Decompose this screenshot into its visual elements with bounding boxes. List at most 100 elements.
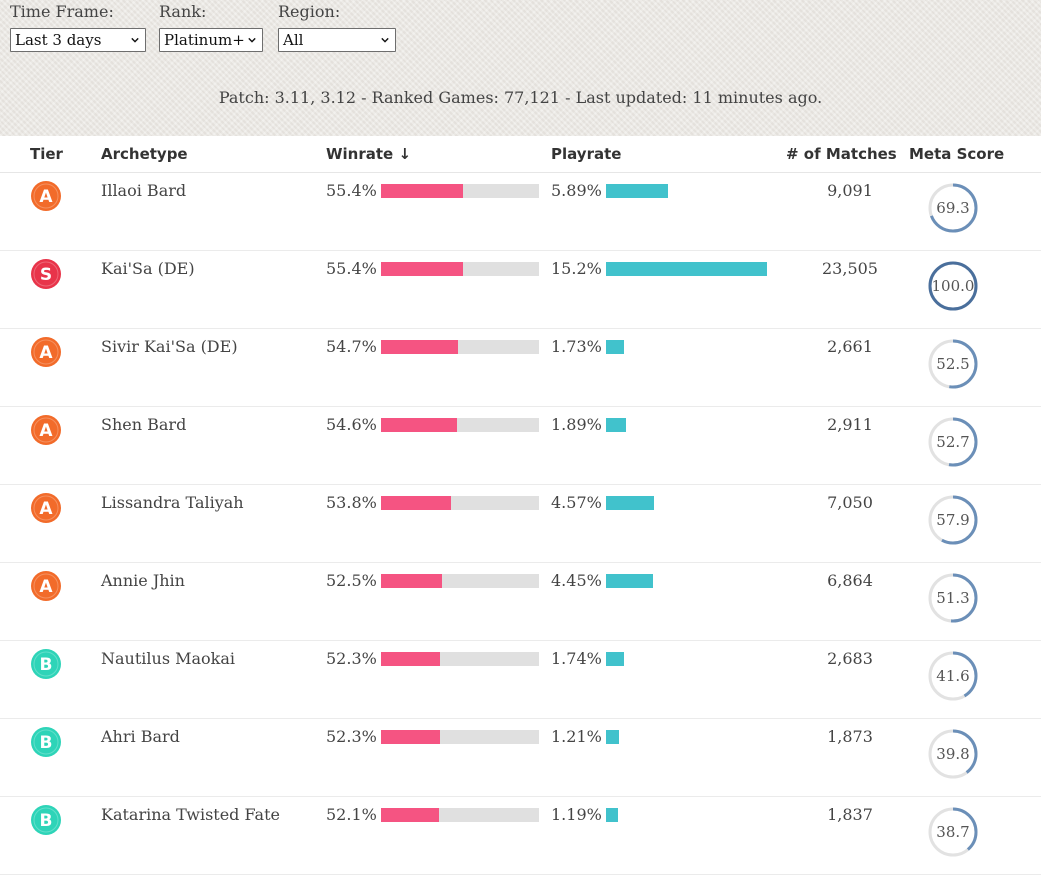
winrate-bar [380,573,442,588]
meta-score-arc [928,339,978,389]
archetype-cell: Annie Jhin [101,562,326,641]
meta-score-arc [928,261,978,311]
playrate-cell: 1.73% [551,328,778,407]
tier-badge-icon: A [31,337,61,367]
winrate-bar [380,339,458,354]
meta-score-value: 100.0 [932,277,975,295]
matches-cell: 23,505 [778,250,908,329]
playrate-bar [605,183,669,198]
winrate-cell: 54.6% [326,406,551,485]
table-row[interactable]: A Sivir Kai'Sa (DE) 54.7% 1.73% 2,661 52.5 [0,328,1041,407]
meta-score-cell: 39.8 [908,718,1041,797]
archetype-cell: Kai'Sa (DE) [101,250,326,329]
rank-select[interactable]: Platinum+ [159,28,263,52]
winrate-cell: 52.3% [326,640,551,719]
playrate-cell: 15.2% [551,250,778,329]
meta-score-ring: 38.7 [928,807,978,857]
time-frame-select[interactable]: Last 3 days [10,28,146,52]
meta-score-cell: 100.0 [908,250,1041,329]
meta-score-value: 41.6 [936,667,969,685]
archetype-cell: Ahri Bard [101,718,326,797]
meta-score-arc [928,495,978,545]
tier-column-header[interactable]: Tier [0,136,101,173]
archetype-name[interactable]: Annie Jhin [101,571,185,590]
meta-score-arc [928,807,978,857]
meta-score-value: 52.5 [936,355,969,373]
time-frame-label: Time Frame: [10,2,114,21]
archetype-name[interactable]: Sivir Kai'Sa (DE) [101,337,238,356]
matches-count: 23,505 [822,259,878,278]
tier-cell: B [0,640,101,719]
meta-score-arc [928,729,978,779]
winrate-bar [380,729,441,744]
region-select[interactable]: All [278,28,396,52]
playrate-value: 1.74% [551,649,602,668]
tier-letter: B [40,811,53,831]
chevron-down-icon [248,37,256,43]
playrate-value: 1.73% [551,337,602,356]
meta-score-cell: 69.3 [908,172,1041,251]
archetype-name[interactable]: Nautilus Maokai [101,649,236,668]
tier-badge-icon: A [31,181,61,211]
rank-value: Platinum+ [164,31,245,49]
archetype-name[interactable]: Kai'Sa (DE) [101,259,195,278]
table-body: A Illaoi Bard 55.4% 5.89% 9,091 69.3 S Kai'Sa (… [0,172,1041,875]
tier-letter: A [39,187,53,207]
archetype-name[interactable]: Shen Bard [101,415,187,434]
archetype-cell: Katarina Twisted Fate [101,796,326,875]
archetype-column-header[interactable]: Archetype [101,136,326,173]
tier-cell: B [0,796,101,875]
archetype-name[interactable]: Illaoi Bard [101,181,187,200]
table-row[interactable]: A Annie Jhin 52.5% 4.45% 6,864 51.3 [0,562,1041,641]
table-row[interactable]: S Kai'Sa (DE) 55.4% 15.2% 23,505 100.0 [0,250,1041,329]
winrate-cell: 55.4% [326,250,551,329]
meta-ladder-table: Tier Archetype Winrate ↓ Playrate # of M… [0,136,1041,875]
matches-cell: 7,050 [778,484,908,563]
playrate-value: 15.2% [551,259,602,278]
archetype-name[interactable]: Lissandra Taliyah [101,493,244,512]
table-row[interactable]: A Lissandra Taliyah 53.8% 4.57% 7,050 57.9 [0,484,1041,563]
meta-score-ring: 69.3 [928,183,978,233]
playrate-bar [605,261,767,276]
tier-cell: A [0,172,101,251]
tier-cell: A [0,406,101,485]
playrate-bar [605,729,619,744]
winrate-cell: 52.5% [326,562,551,641]
archetype-name[interactable]: Katarina Twisted Fate [101,805,280,824]
playrate-value: 5.89% [551,181,602,200]
winrate-column-header[interactable]: Winrate ↓ [326,136,551,173]
meta-score-value: 52.7 [936,433,969,451]
winrate-value: 52.3% [326,727,377,746]
table-row[interactable]: B Katarina Twisted Fate 52.1% 1.19% 1,837 38.… [0,796,1041,875]
playrate-cell: 1.74% [551,640,778,719]
meta-score-value: 57.9 [936,511,969,529]
archetype-cell: Lissandra Taliyah [101,484,326,563]
meta-score-value: 51.3 [936,589,969,607]
matches-cell: 1,873 [778,718,908,797]
tier-cell: S [0,250,101,329]
tier-letter: B [40,655,53,675]
meta-score-cell: 52.5 [908,328,1041,407]
meta-score-column-header[interactable]: Meta Score [908,136,1041,173]
table-row[interactable]: A Illaoi Bard 55.4% 5.89% 9,091 69.3 [0,172,1041,251]
time-frame-filter: Time Frame: Last 3 days [10,2,146,52]
matches-cell: 2,911 [778,406,908,485]
meta-score-arc [928,183,978,233]
tier-cell: A [0,328,101,407]
time-frame-value: Last 3 days [15,31,102,49]
table-row[interactable]: B Ahri Bard 52.3% 1.21% 1,873 39.8 [0,718,1041,797]
playrate-value: 1.89% [551,415,602,434]
filter-panel: Time Frame: Last 3 days Rank: Platinum+ … [0,0,1041,136]
matches-count: 2,683 [827,649,873,668]
winrate-bar-track [380,651,539,666]
winrate-bar-track [380,261,539,276]
archetype-name[interactable]: Ahri Bard [101,727,180,746]
meta-score-value: 69.3 [936,199,969,217]
region-label: Region: [278,2,341,21]
winrate-bar-track [380,807,539,822]
table-row[interactable]: B Nautilus Maokai 52.3% 1.74% 2,683 41.6 [0,640,1041,719]
playrate-column-header[interactable]: Playrate [551,136,778,173]
matches-column-header[interactable]: # of Matches [778,136,908,173]
table-row[interactable]: A Shen Bard 54.6% 1.89% 2,911 52.7 [0,406,1041,485]
tier-cell: A [0,484,101,563]
